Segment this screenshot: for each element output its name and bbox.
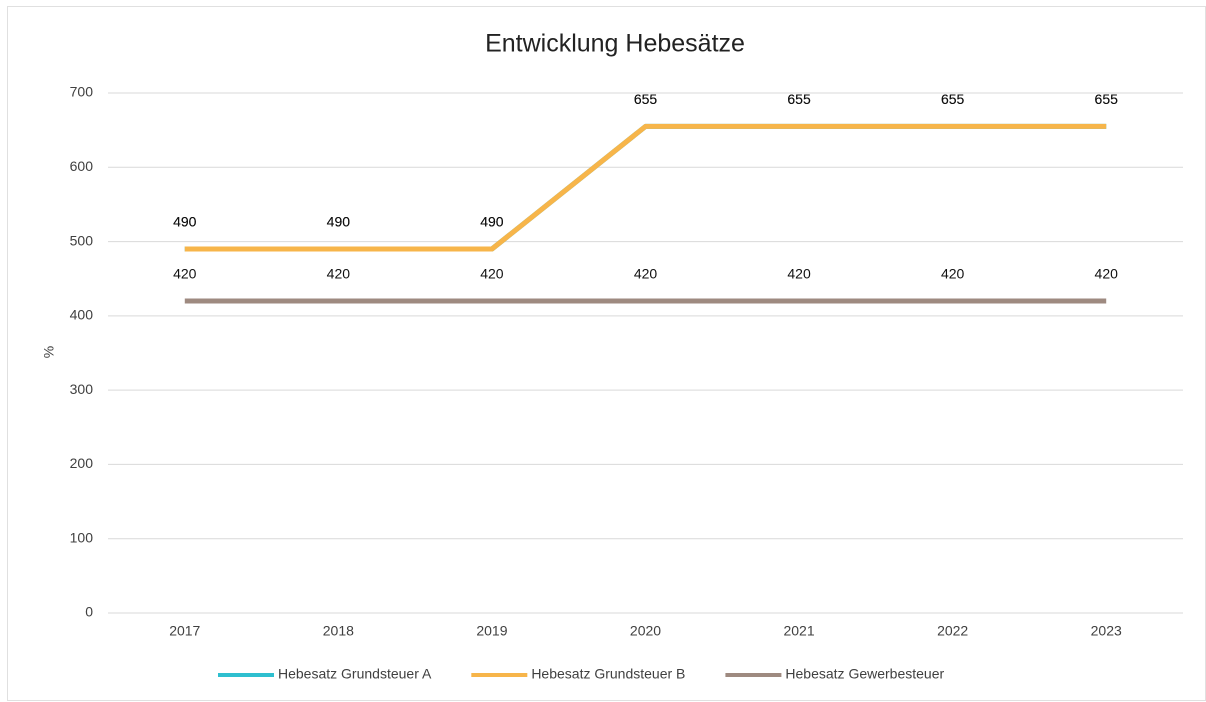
data-label: 490 <box>327 214 351 230</box>
data-label: 490 <box>173 214 197 230</box>
data-label: 490 <box>327 214 351 230</box>
y-tick-label: 0 <box>85 604 93 620</box>
y-tick-label: 200 <box>70 455 94 471</box>
data-label: 420 <box>480 266 504 282</box>
data-label: 420 <box>941 266 965 282</box>
chart-title: Entwicklung Hebesätze <box>485 30 745 58</box>
y-tick-label: 600 <box>70 158 94 174</box>
data-label: 490 <box>173 214 197 230</box>
data-label: 420 <box>634 266 658 282</box>
data-label: 655 <box>787 91 811 107</box>
x-tick-label: 2020 <box>630 623 661 639</box>
data-label: 655 <box>941 91 965 107</box>
data-label: 655 <box>941 91 965 107</box>
y-tick-label: 400 <box>70 307 94 323</box>
data-label: 655 <box>1095 91 1119 107</box>
y-tick-label: 500 <box>70 232 94 248</box>
x-tick-label: 2019 <box>476 623 507 639</box>
chart-frame <box>7 6 1206 701</box>
y-tick-label: 300 <box>70 381 94 397</box>
data-label: 420 <box>327 266 351 282</box>
legend-label: Hebesatz Grundsteuer B <box>531 666 685 682</box>
x-tick-label: 2022 <box>937 623 968 639</box>
series-line <box>184 123 1107 252</box>
y-tick-label: 100 <box>70 529 94 545</box>
data-label: 655 <box>1095 91 1119 107</box>
legend-label: Hebesatz Grundsteuer A <box>278 666 432 682</box>
data-label: 490 <box>480 214 504 230</box>
data-label: 655 <box>634 91 658 107</box>
y-tick-label: 700 <box>70 84 94 100</box>
data-label: 420 <box>787 266 811 282</box>
series-line <box>184 123 1107 252</box>
data-label: 490 <box>480 214 504 230</box>
x-tick-label: 2018 <box>323 623 354 639</box>
y-axis-label: % <box>41 346 57 358</box>
data-label: 655 <box>634 91 658 107</box>
legend-label: Hebesatz Gewerbesteuer <box>785 666 944 682</box>
data-label: 655 <box>787 91 811 107</box>
data-label: 420 <box>1095 266 1119 282</box>
x-tick-label: 2017 <box>169 623 200 639</box>
data-label: 420 <box>173 266 197 282</box>
x-tick-label: 2023 <box>1091 623 1122 639</box>
x-tick-label: 2021 <box>783 623 814 639</box>
